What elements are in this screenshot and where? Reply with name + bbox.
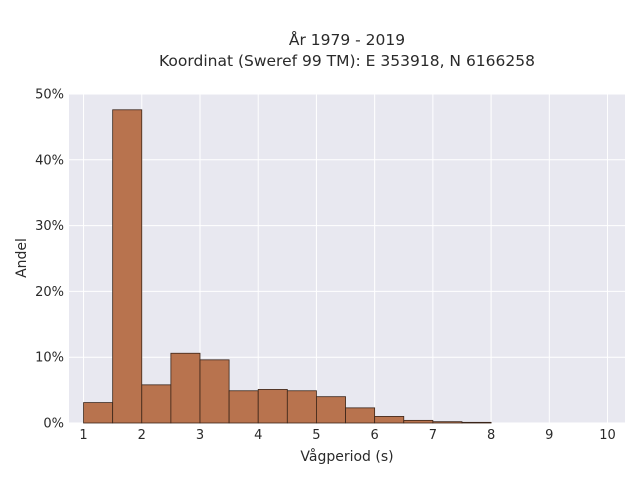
y-tick-label: 30% [35,219,64,234]
y-tick-label: 50% [35,88,64,103]
histogram-bar [403,419,434,424]
x-tick-label: 7 [429,428,437,443]
y-tick-label: 20% [35,285,64,300]
histogram-bar [141,384,172,424]
bars-group [83,109,492,424]
x-tick-label: 9 [545,428,553,443]
x-tick-label: 1 [79,428,87,443]
y-tick-label: 40% [35,153,64,168]
plot-area [69,94,625,423]
histogram-bar [199,359,230,424]
x-tick-label: 10 [599,428,616,443]
histogram-bar [286,390,317,424]
histogram-bar [316,396,346,424]
y-tick-label: 0% [43,417,64,432]
histogram-bar [83,402,114,424]
y-tick-label: 10% [35,351,64,366]
histogram-bar [432,421,463,424]
histogram-bar [257,389,288,424]
x-tick-label: 5 [312,428,320,443]
histogram-bar [374,416,405,424]
x-tick-label: 6 [371,428,379,443]
histogram-bar [345,407,376,424]
x-tick-label: 3 [196,428,204,443]
y-axis-label: Andel [14,238,30,278]
x-tick-label: 4 [254,428,262,443]
x-tick-labels: 1 2 3 4 5 6 7 8 9 10 [79,428,615,443]
histogram-bar [112,109,143,424]
x-tick-label: 8 [487,428,495,443]
y-tick-labels: 0% 10% 20% 30% 40% 50% [35,88,64,432]
histogram-bar [228,390,259,424]
x-axis-label: Vågperiod (s) [300,448,393,465]
chart-title-line-1: År 1979 - 2019 [289,30,405,49]
histogram-bar [170,352,201,424]
x-tick-label: 2 [138,428,146,443]
histogram-bar [461,421,492,424]
chart-title-line-2: Koordinat (Sweref 99 TM): E 353918, N 61… [159,52,535,70]
